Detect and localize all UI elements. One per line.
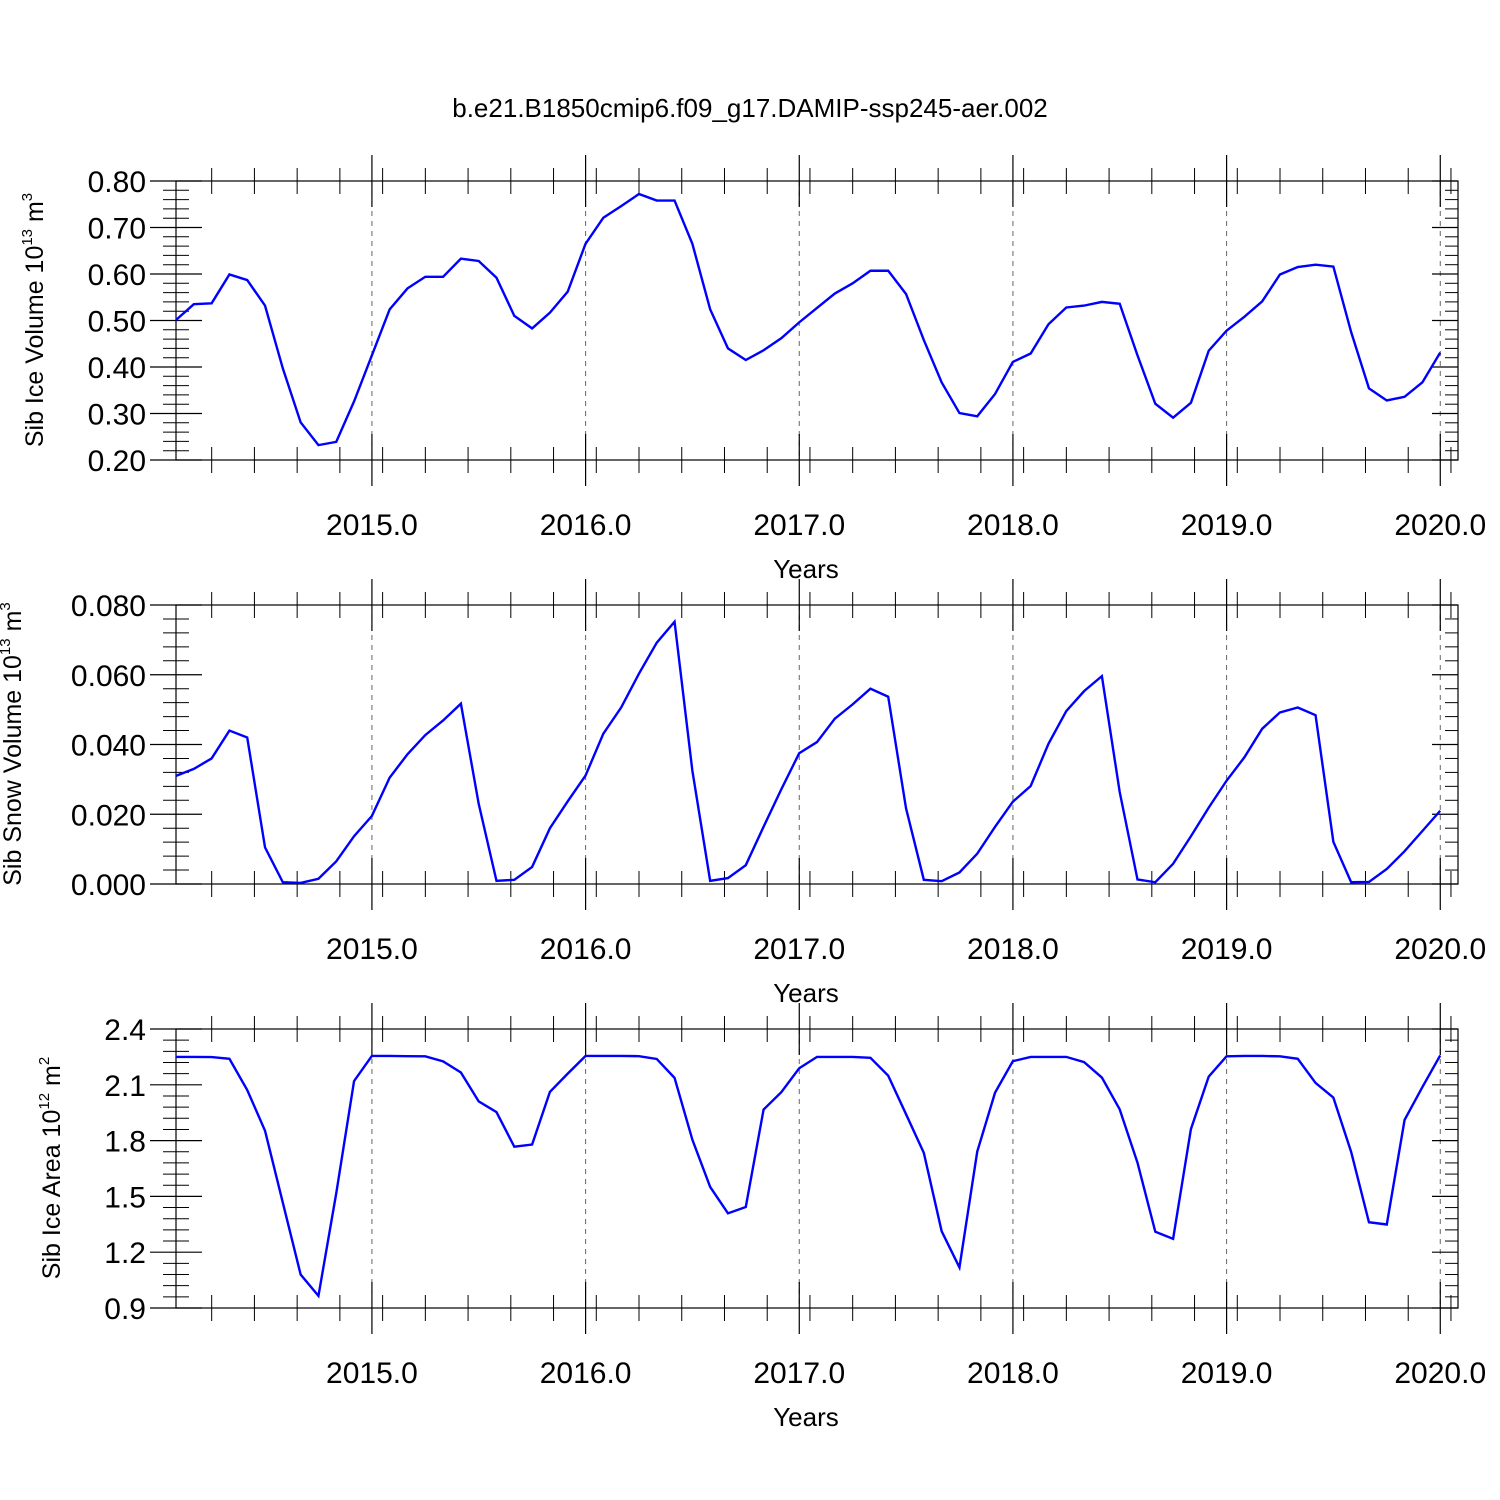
snow-volume-y-tick-label: 0.060	[71, 660, 146, 693]
ice-volume-y-tick-labels: 0.20 0.30 0.40 0.50 0.60 0.70 0.80	[88, 166, 146, 478]
ice-volume-y-tick-label: 0.20	[88, 445, 146, 478]
snow-volume-y-tick-label: 0.040	[71, 730, 146, 763]
ice-area-y-tick-label: 2.1	[104, 1070, 146, 1103]
snow-volume-series-line	[175, 618, 1442, 885]
ice-area-series-line	[176, 1054, 1442, 1299]
snow-volume-y-tick-label: 0.080	[71, 590, 146, 623]
snow-volume-x-axis-label: Years	[773, 978, 839, 1008]
ice-area-y-tick-label: 2.4	[104, 1014, 146, 1047]
ice-volume-x-axis-label: Years	[773, 554, 839, 584]
snow-volume-x-tick-label: 2017.0	[753, 933, 845, 966]
ice-area-x-tick-label: 2020.0	[1394, 1357, 1486, 1390]
snow-volume-plot-frame	[175, 604, 1459, 885]
ice-area-plot-frame	[175, 1028, 1459, 1309]
ice-volume-y-tick-label: 0.50	[88, 306, 146, 339]
ice-volume-x-tick-label: 2016.0	[540, 509, 632, 542]
ice-volume-y-tick-label: 0.60	[88, 259, 146, 292]
ice-area-x-axis-label: Years	[773, 1402, 839, 1432]
ice-volume-x-tick-labels: 2015.0 2016.0 2017.0 2018.0 2019.0 2020.0	[326, 509, 1486, 542]
ice-volume-x-tick-label: 2020.0	[1394, 509, 1486, 542]
ice-area-x-tick-label: 2018.0	[967, 1357, 1059, 1390]
ice-area-y-axis-label: Sib Ice Area 1012 m2	[36, 1057, 66, 1279]
ice-volume-x-tick-label: 2019.0	[1181, 509, 1273, 542]
chart-title: b.e21.B1850cmip6.f09_g17.DAMIP-ssp245-ae…	[452, 93, 1048, 123]
panel-ice-volume: 0.20 0.30 0.40 0.50 0.60 0.70 0.80 2015.0 2016.…	[19, 155, 1486, 584]
ice-area-y-tick-label: 1.5	[104, 1181, 146, 1214]
ice-volume-grid	[371, 181, 1441, 460]
snow-volume-x-tick-labels: 2015.0 2016.0 2017.0 2018.0 2019.0 2020.0	[326, 933, 1486, 966]
ice-area-x-tick-label: 2016.0	[540, 1357, 632, 1390]
ice-area-x-tick-labels: 2015.0 2016.0 2017.0 2018.0 2019.0 2020.0	[326, 1357, 1486, 1390]
ice-volume-x-tick-label: 2018.0	[967, 509, 1059, 542]
snow-volume-y-tick-label: 0.020	[71, 799, 146, 832]
snow-volume-x-tick-label: 2020.0	[1394, 933, 1486, 966]
ice-volume-series-line	[175, 192, 1442, 447]
ice-area-x-tick-label: 2019.0	[1181, 1357, 1273, 1390]
ice-volume-y-tick-label: 0.30	[88, 399, 146, 432]
ice-volume-ticks	[150, 155, 1458, 486]
snow-volume-x-tick-label: 2016.0	[540, 933, 632, 966]
ice-area-x-tick-label: 2015.0	[326, 1357, 418, 1390]
snow-volume-y-tick-label: 0.000	[71, 869, 146, 902]
snow-volume-x-tick-label: 2015.0	[326, 933, 418, 966]
snow-volume-y-axis-label: Sib Snow Volume 1013 m3	[0, 602, 27, 886]
panel-ice-area: 0.91.21.51.82.12.4 2015.0 2016.0 2017.0 201…	[36, 1003, 1486, 1432]
ice-area-y-tick-label: 1.2	[104, 1237, 146, 1270]
ice-volume-x-tick-label: 2015.0	[326, 509, 418, 542]
ice-area-grid	[371, 1029, 1441, 1308]
ice-area-x-tick-label: 2017.0	[753, 1357, 845, 1390]
ice-volume-y-tick-label: 0.80	[88, 166, 146, 199]
snow-volume-x-tick-label: 2019.0	[1181, 933, 1273, 966]
ice-area-y-tick-label: 0.9	[104, 1293, 146, 1326]
ice-volume-y-tick-label: 0.70	[88, 213, 146, 246]
snow-volume-grid	[371, 605, 1441, 884]
snow-volume-ticks	[150, 579, 1458, 910]
ice-area-y-tick-label: 1.8	[104, 1126, 146, 1159]
ice-volume-x-tick-label: 2017.0	[753, 509, 845, 542]
ice-volume-plot-frame	[175, 180, 1459, 461]
ice-area-ticks	[150, 1003, 1458, 1334]
snow-volume-y-tick-labels: 0.000 0.020 0.040 0.060 0.080	[71, 590, 146, 902]
ice-volume-y-axis-label: Sib Ice Volume 1013 m3	[19, 193, 49, 447]
ice-area-y-tick-labels: 0.9 1.2 1.5 1.8 2.1 2.4	[104, 1014, 146, 1326]
ice-volume-y-tick-label: 0.40	[88, 352, 146, 385]
snow-volume-x-tick-label: 2018.0	[967, 933, 1059, 966]
